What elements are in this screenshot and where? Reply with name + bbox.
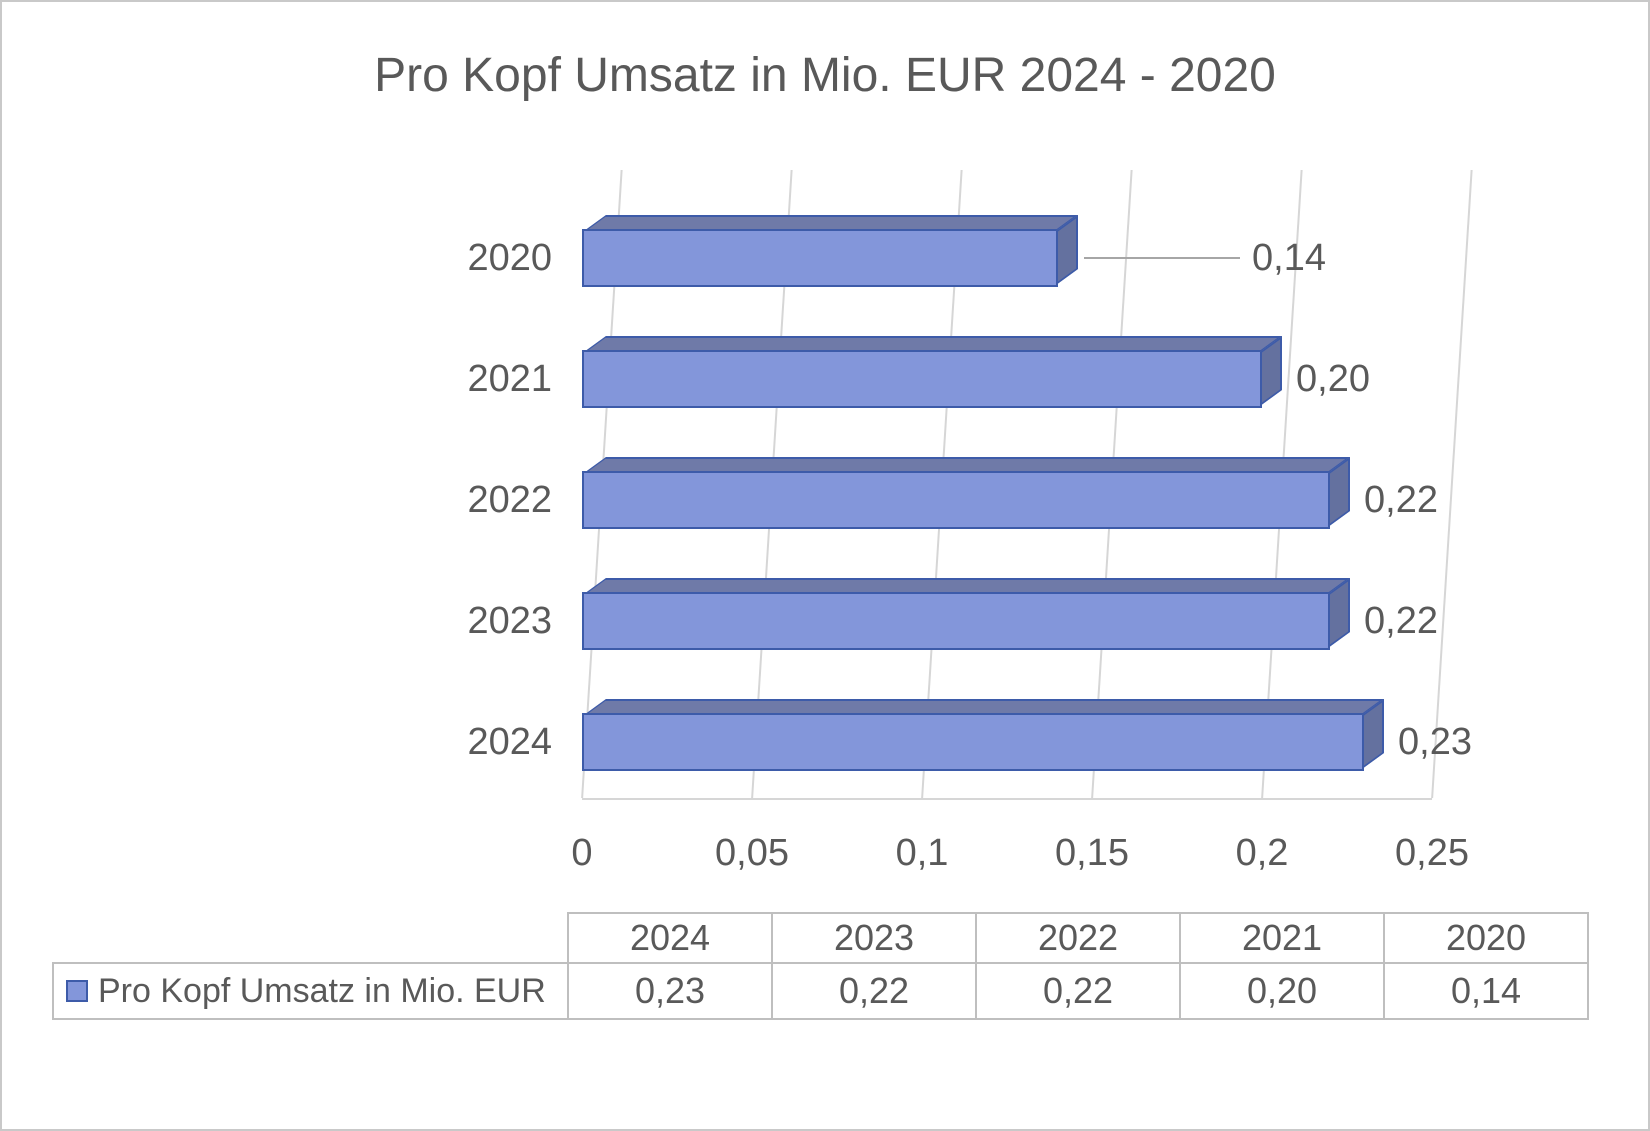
x-axis-tick-labels: 0 0,05 0,1 0,15 0,2 0,25 — [571, 832, 1469, 882]
table-value-2023: 0,22 — [771, 962, 977, 1020]
legend-swatch — [66, 980, 88, 1002]
x-tick-label-0: 0 — [571, 832, 593, 874]
category-label-2022: 2022 — [467, 479, 552, 521]
data-label-2020: 0,14 — [1252, 237, 1326, 279]
series-label-cell: Pro Kopf Umsatz in Mio. EUR — [52, 962, 569, 1020]
table-data-row: Pro Kopf Umsatz in Mio. EUR 0,23 0,22 0,22 0… — [52, 962, 1589, 1020]
bar-2022 — [582, 471, 1330, 529]
x-tick-label-0,25: 0,25 — [1395, 832, 1469, 874]
x-tick-label-0,1: 0,1 — [895, 832, 949, 874]
category-label-2023: 2023 — [467, 600, 552, 642]
table-header-2023: 2023 — [771, 912, 977, 964]
table-header-2024: 2024 — [567, 912, 773, 964]
table-header-2021: 2021 — [1179, 912, 1385, 964]
leader-line-2020 — [1084, 257, 1240, 259]
category-label-2024: 2024 — [467, 721, 552, 763]
data-label-2021: 0,20 — [1296, 358, 1370, 400]
table-value-2024: 0,23 — [567, 962, 773, 1020]
data-label-2024: 0,23 — [1398, 721, 1472, 763]
bar-2024 — [582, 713, 1364, 771]
table-header-row: 2024 2023 2022 2021 2020 — [567, 912, 1589, 964]
category-label-2020: 2020 — [467, 237, 552, 279]
plot-area: 2020 0,14 2021 0,20 2022 0,22 2023 0,22 2024 0,23 — [467, 170, 1473, 800]
table-value-2020: 0,14 — [1383, 962, 1589, 1020]
chart-title: Pro Kopf Umsatz in Mio. EUR 2024 - 2020 — [374, 49, 1276, 102]
x-tick-label-0,05: 0,05 — [715, 832, 789, 874]
data-label-2022: 0,22 — [1364, 479, 1438, 521]
bar-2020 — [582, 229, 1058, 287]
data-label-2023: 0,22 — [1364, 600, 1438, 642]
table-value-2021: 0,20 — [1179, 962, 1385, 1020]
table-header-2020: 2020 — [1383, 912, 1589, 964]
x-tick-label-0,2: 0,2 — [1235, 832, 1289, 874]
bar-2023 — [582, 592, 1330, 650]
x-tick-label-0,15: 0,15 — [1055, 832, 1129, 874]
table-value-2022: 0,22 — [975, 962, 1181, 1020]
series-label: Pro Kopf Umsatz in Mio. EUR — [98, 971, 546, 1010]
table-header-2022: 2022 — [975, 912, 1181, 964]
bar-2021 — [582, 350, 1262, 408]
category-label-2021: 2021 — [467, 358, 552, 400]
